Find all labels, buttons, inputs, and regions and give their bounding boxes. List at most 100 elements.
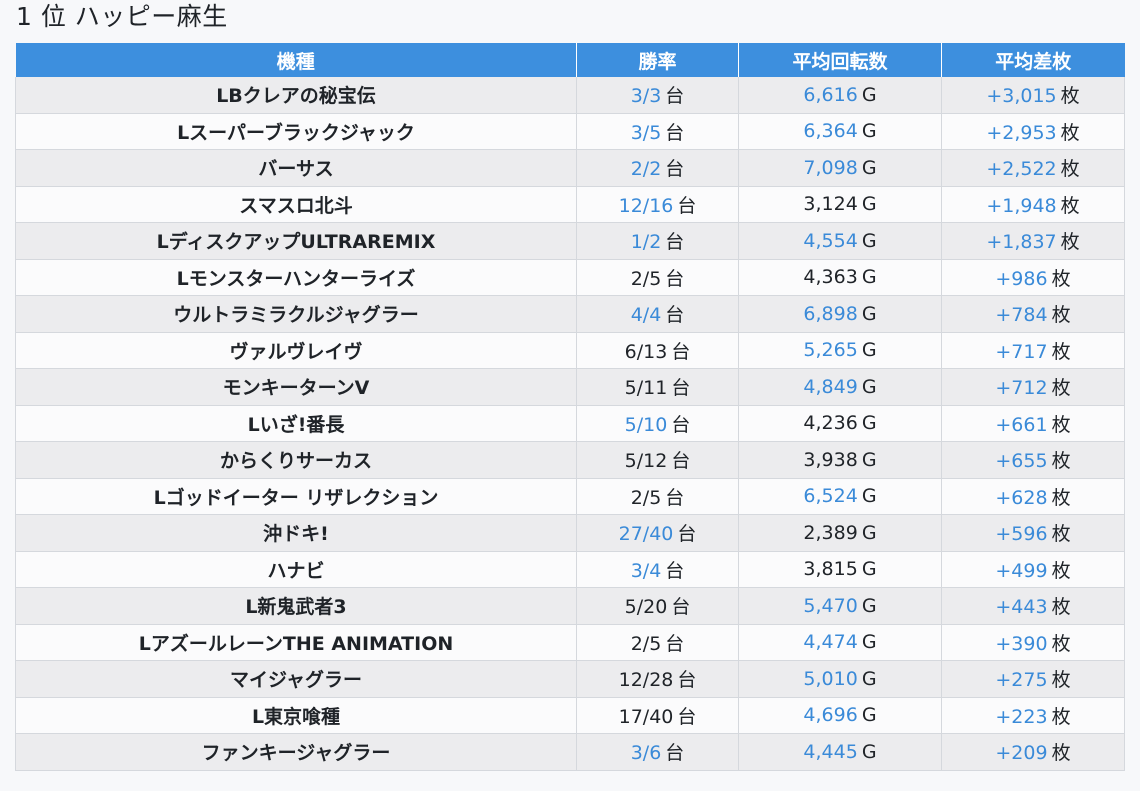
avg-diff-value[interactable]: +275 <box>995 669 1048 692</box>
win-rate-value: 2/5 <box>630 632 662 655</box>
avg-spins-unit: G <box>861 120 877 143</box>
avg-diff-cell: +275 枚 <box>941 660 1125 698</box>
win-rate-value[interactable]: 4/4 <box>630 304 662 327</box>
table-row: スマスロ北斗 12/16 台 3,124 G +1,948 枚 <box>15 186 1125 223</box>
avg-diff-cell: +443 枚 <box>941 587 1125 625</box>
machine-stats-table: 機種 勝率 平均回転数 平均差枚 LBクレアの秘宝伝 3/3 台 6,616 G +3,0… <box>15 43 1125 771</box>
avg-spins-value[interactable]: 6,524 <box>803 485 858 508</box>
avg-diff-cell: +628 枚 <box>941 478 1125 515</box>
win-rate-value[interactable]: 12/16 <box>618 194 674 217</box>
avg-diff-value[interactable]: +223 <box>995 705 1048 728</box>
win-rate-cell: 3/3 台 <box>576 77 739 114</box>
win-rate-value[interactable]: 5/10 <box>624 413 668 436</box>
win-rate-unit: 台 <box>677 705 697 728</box>
win-rate-unit: 台 <box>665 231 685 254</box>
avg-diff-value[interactable]: +3,015 <box>986 85 1057 108</box>
avg-diff-value[interactable]: +390 <box>995 632 1048 655</box>
win-rate-value: 5/11 <box>624 377 668 400</box>
avg-spins-value: 2,389 <box>803 521 858 544</box>
avg-spins-cell: 6,364 G <box>738 113 942 150</box>
avg-spins-value[interactable]: 4,445 <box>803 740 858 763</box>
avg-spins-unit: G <box>861 448 877 471</box>
win-rate-cell: 2/2 台 <box>576 149 739 187</box>
win-rate-cell: 2/5 台 <box>576 478 739 515</box>
avg-diff-value[interactable]: +1,948 <box>986 194 1057 217</box>
avg-spins-unit: G <box>861 485 877 508</box>
win-rate-value[interactable]: 2/2 <box>630 158 662 181</box>
machine-name-cell: Lモンスターハンターライズ <box>15 259 577 296</box>
avg-diff-cell: +661 枚 <box>941 405 1125 442</box>
win-rate-unit: 台 <box>665 486 685 509</box>
win-rate-cell: 17/40 台 <box>576 697 739 734</box>
avg-spins-value[interactable]: 4,849 <box>803 375 858 398</box>
column-header-avg-spins: 平均回転数 <box>738 43 942 77</box>
avg-spins-cell: 4,554 G <box>738 222 942 260</box>
avg-spins-cell: 3,815 G <box>738 551 942 588</box>
avg-spins-value[interactable]: 6,898 <box>803 302 858 325</box>
win-rate-value[interactable]: 27/40 <box>618 523 674 546</box>
win-rate-value[interactable]: 3/3 <box>630 85 662 108</box>
avg-spins-unit: G <box>861 704 877 727</box>
machine-name-cell: ファンキージャグラー <box>15 733 577 771</box>
avg-spins-value[interactable]: 4,474 <box>803 631 858 654</box>
table-row: ファンキージャグラー 3/6 台 4,445 G +209 枚 <box>15 733 1125 771</box>
avg-diff-value[interactable]: +499 <box>995 559 1048 582</box>
avg-spins-value[interactable]: 5,010 <box>803 667 858 690</box>
avg-spins-value[interactable]: 5,470 <box>803 594 858 617</box>
machine-name-cell: ヴァルヴレイヴ <box>15 332 577 369</box>
avg-diff-unit: 枚 <box>1051 742 1071 765</box>
avg-diff-value[interactable]: +596 <box>995 523 1048 546</box>
machine-name-cell: L東京喰種 <box>15 697 577 734</box>
machine-name-cell: バーサス <box>15 149 577 187</box>
avg-spins-value[interactable]: 6,364 <box>803 120 858 143</box>
avg-spins-value[interactable]: 6,616 <box>803 83 858 106</box>
win-rate-value[interactable]: 3/4 <box>630 559 662 582</box>
avg-spins-unit: G <box>861 302 877 325</box>
avg-diff-value[interactable]: +628 <box>995 486 1048 509</box>
avg-diff-value[interactable]: +986 <box>995 267 1048 290</box>
avg-diff-value[interactable]: +655 <box>995 450 1048 473</box>
avg-diff-unit: 枚 <box>1051 377 1071 400</box>
win-rate-unit: 台 <box>665 559 685 582</box>
avg-spins-unit: G <box>861 229 877 252</box>
avg-spins-unit: G <box>861 594 877 617</box>
table-row: ウルトラミラクルジャグラー 4/4 台 6,898 G +784 枚 <box>15 295 1125 333</box>
avg-diff-value[interactable]: +443 <box>995 596 1048 619</box>
win-rate-value[interactable]: 3/6 <box>630 742 662 765</box>
avg-diff-value[interactable]: +717 <box>995 340 1048 363</box>
machine-name-cell: LディスクアップULTRAREMIX <box>15 222 577 260</box>
table-row: からくりサーカス 5/12 台 3,938 G +655 枚 <box>15 441 1125 479</box>
machine-name-cell: Lゴッドイーター リザレクション <box>15 478 577 515</box>
win-rate-value: 5/20 <box>624 596 668 619</box>
avg-spins-value[interactable]: 4,696 <box>803 704 858 727</box>
avg-spins-value[interactable]: 5,265 <box>803 339 858 362</box>
avg-diff-value[interactable]: +712 <box>995 377 1048 400</box>
avg-diff-value[interactable]: +2,953 <box>986 121 1057 144</box>
avg-spins-value[interactable]: 7,098 <box>803 156 858 179</box>
win-rate-cell: 5/10 台 <box>576 405 739 442</box>
machine-name-cell: LBクレアの秘宝伝 <box>15 77 577 114</box>
avg-diff-unit: 枚 <box>1051 632 1071 655</box>
avg-diff-value[interactable]: +784 <box>995 304 1048 327</box>
win-rate-unit: 台 <box>671 450 691 473</box>
avg-diff-unit: 枚 <box>1051 669 1071 692</box>
avg-diff-value[interactable]: +2,522 <box>986 158 1057 181</box>
avg-diff-cell: +209 枚 <box>941 733 1125 771</box>
avg-spins-cell: 4,363 G <box>738 259 942 296</box>
avg-spins-unit: G <box>861 740 877 763</box>
win-rate-cell: 5/20 台 <box>576 587 739 625</box>
win-rate-value[interactable]: 3/5 <box>630 121 662 144</box>
win-rate-unit: 台 <box>665 267 685 290</box>
win-rate-value[interactable]: 1/2 <box>630 231 662 254</box>
win-rate-unit: 台 <box>671 413 691 436</box>
avg-diff-cell: +596 枚 <box>941 514 1125 552</box>
avg-spins-unit: G <box>861 667 877 690</box>
column-header-win-rate: 勝率 <box>576 43 739 77</box>
avg-spins-value[interactable]: 4,554 <box>803 229 858 252</box>
avg-diff-value[interactable]: +1,837 <box>986 231 1057 254</box>
avg-diff-cell: +223 枚 <box>941 697 1125 734</box>
avg-diff-value[interactable]: +209 <box>995 742 1048 765</box>
avg-diff-value[interactable]: +661 <box>995 413 1048 436</box>
avg-diff-cell: +2,522 枚 <box>941 149 1125 187</box>
table-row: バーサス 2/2 台 7,098 G +2,522 枚 <box>15 149 1125 187</box>
